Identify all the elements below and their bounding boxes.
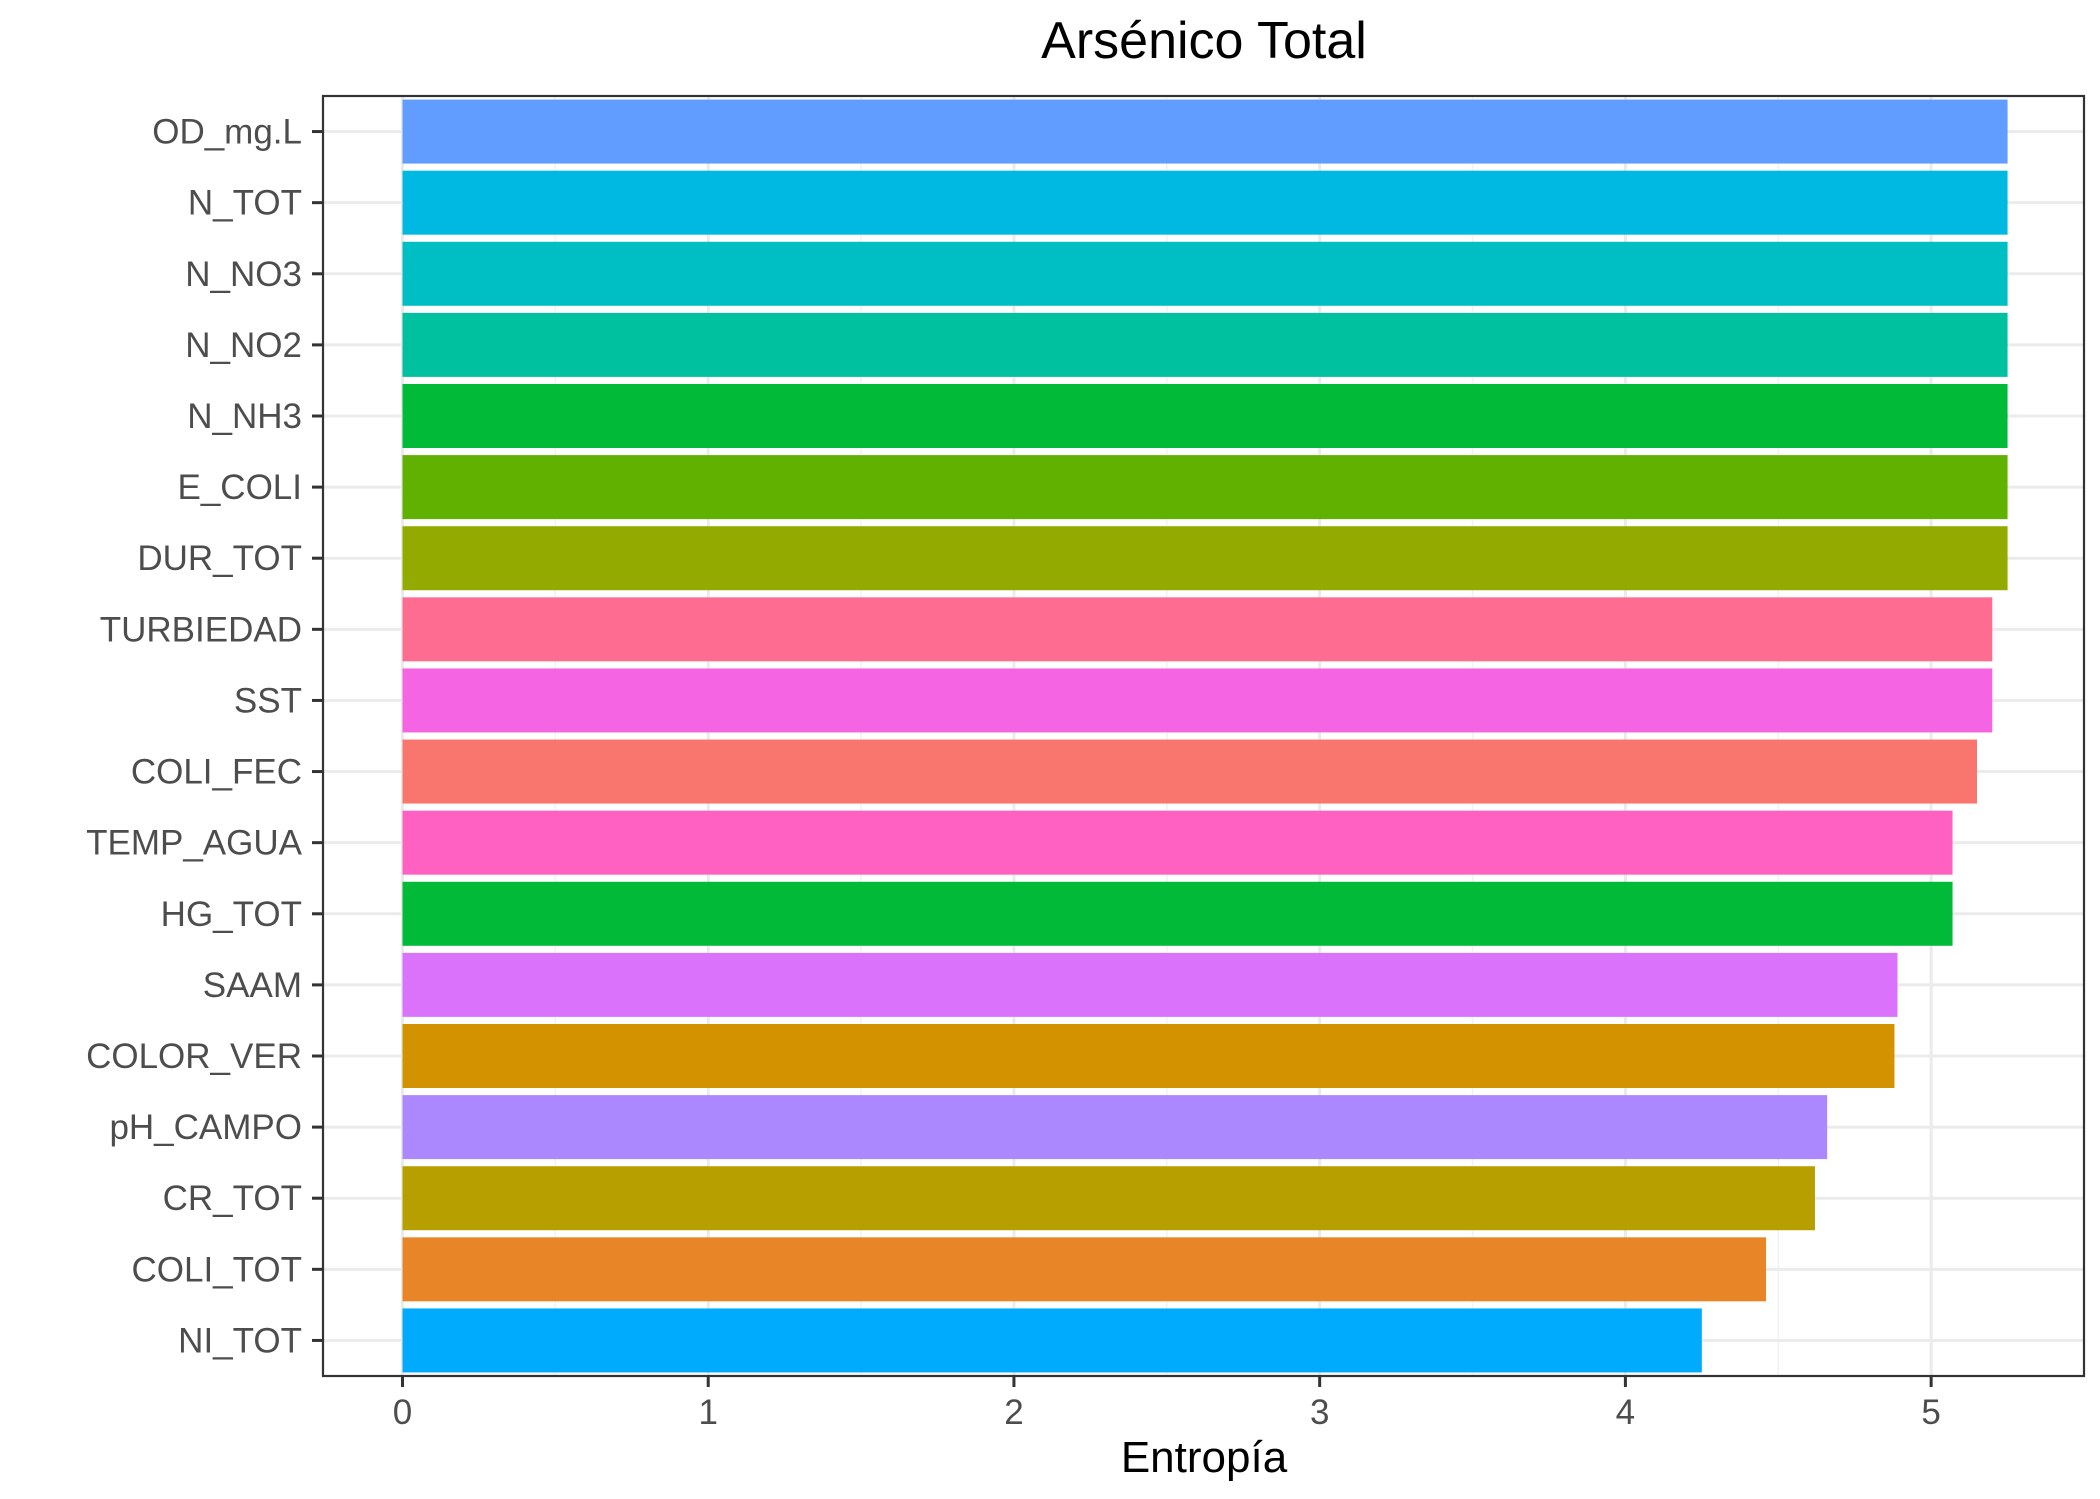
x-tick-label: 2 <box>1004 1393 1023 1432</box>
y-tick-label: COLOR_VER <box>86 1037 302 1076</box>
y-tick-label: TEMP_AGUA <box>86 824 303 863</box>
bar <box>402 384 2008 448</box>
x-tick-label: 4 <box>1616 1393 1635 1432</box>
bar <box>402 170 2008 235</box>
y-tick-label: SST <box>234 681 302 720</box>
y-axis: OD_mg.L N_TOT N_NO3 N_NO2 N_NH3 E_COLI DUR_TOT… <box>86 113 323 1360</box>
y-tick-label: N_NH3 <box>187 397 302 436</box>
bar <box>402 312 2008 377</box>
y-tick-label: DUR_TOT <box>137 539 302 578</box>
bar <box>402 455 2008 520</box>
bar <box>402 1024 1895 1088</box>
y-tick-label: N_NO2 <box>185 326 302 365</box>
bar <box>402 739 1977 804</box>
bar <box>402 526 2008 591</box>
bar <box>402 1237 1767 1302</box>
x-tick-label: 1 <box>698 1393 717 1432</box>
panel-border <box>321 94 2086 1378</box>
bar <box>402 668 1993 733</box>
bar <box>402 810 1953 875</box>
x-axis-label: Entropía <box>1121 1433 1288 1482</box>
y-tick-label: N_TOT <box>188 184 302 223</box>
y-tick-label: HG_TOT <box>161 895 302 934</box>
bar <box>402 597 1993 662</box>
y-tick-label: N_NO3 <box>185 255 302 294</box>
y-tick-label: COLI_FEC <box>131 753 302 792</box>
x-tick-label: 3 <box>1310 1393 1329 1432</box>
bar <box>402 952 1898 1017</box>
chart-title: Arsénico Total <box>1041 12 1367 70</box>
y-tick-label: pH_CAMPO <box>109 1108 302 1147</box>
y-tick-label: E_COLI <box>178 468 303 507</box>
y-tick-label: OD_mg.L <box>152 113 302 152</box>
x-axis: 0 1 2 3 4 5 <box>393 1376 1941 1432</box>
x-tick-label: 5 <box>1921 1393 1940 1432</box>
y-tick-label: SAAM <box>203 966 302 1005</box>
bar <box>402 1095 1828 1160</box>
bar <box>402 1308 1702 1373</box>
bar <box>402 881 1953 946</box>
bars <box>402 99 2008 1373</box>
y-tick-label: TURBIEDAD <box>100 610 302 649</box>
y-tick-label: NI_TOT <box>178 1321 302 1360</box>
y-tick-label: CR_TOT <box>163 1179 302 1218</box>
bar <box>402 99 2008 164</box>
y-tick-label: COLI_TOT <box>131 1250 302 1289</box>
bar <box>402 241 2008 306</box>
x-tick-label: 0 <box>393 1393 412 1432</box>
bar <box>402 1166 1815 1231</box>
